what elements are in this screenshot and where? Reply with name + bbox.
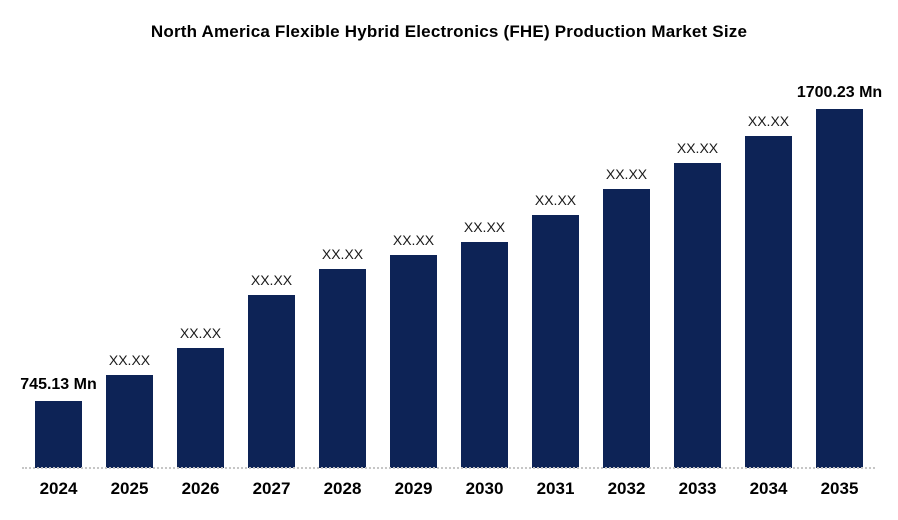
bar	[106, 375, 153, 468]
x-axis-tick-label: 2027	[252, 479, 291, 498]
x-axis-tick-label: 2032	[607, 479, 646, 498]
chart-title: North America Flexible Hybrid Electronic…	[150, 22, 748, 41]
bar	[745, 136, 792, 468]
bar-column: XX.XX	[165, 60, 236, 468]
x-axis-tick-label: 2033	[678, 479, 717, 498]
x-axis-tick-label: 2034	[749, 479, 788, 498]
bar-column: 745.13 Mn	[20, 60, 97, 468]
bar-column: XX.XX	[591, 60, 662, 468]
bar-column: XX.XX	[662, 60, 733, 468]
x-axis-tick-label: 2029	[394, 479, 433, 498]
bar	[816, 109, 863, 468]
bar-column: XX.XX	[378, 60, 449, 468]
bar-value-label: XX.XX	[747, 112, 790, 129]
bar-column: XX.XX	[236, 60, 307, 468]
bar-value-label: XX.XX	[392, 231, 435, 248]
bar-value-label: XX.XX	[676, 139, 719, 156]
plot-area: 745.13 Mn XX.XX XX.XX XX.XX XX.XX XX.XX XX.XX X…	[20, 60, 882, 468]
x-axis-baseline	[22, 467, 875, 469]
bar	[390, 255, 437, 468]
bar	[248, 295, 295, 468]
x-axis-tick-label: 2028	[323, 479, 362, 498]
bar-column: XX.XX	[733, 60, 804, 468]
bar	[177, 348, 224, 468]
bar-column: XX.XX	[94, 60, 165, 468]
bar-column: 1700.23 Mn	[797, 60, 882, 468]
x-axis-tick-label: 2030	[465, 479, 504, 498]
bar	[603, 189, 650, 468]
bar	[532, 215, 579, 468]
bar-value-label: 745.13 Mn	[20, 375, 97, 393]
x-axis-tick-label: 2031	[536, 479, 575, 498]
bar-value-label: XX.XX	[605, 165, 648, 182]
bar-value-label: XX.XX	[534, 191, 577, 208]
bar-column: XX.XX	[307, 60, 378, 468]
bar	[674, 163, 721, 468]
bar	[319, 269, 366, 468]
bar-column: XX.XX	[520, 60, 591, 468]
bar-value-label: XX.XX	[250, 271, 293, 288]
bar	[35, 401, 82, 468]
bar-column: XX.XX	[449, 60, 520, 468]
bar-value-label: XX.XX	[179, 324, 222, 341]
x-axis-tick-label: 2035	[820, 479, 859, 498]
x-axis-labels: 2024 2025 2026 2027 2028 2029 2030 2031 2032 2033…	[23, 479, 875, 499]
bar-value-label: XX.XX	[463, 218, 506, 235]
x-axis-tick-label: 2024	[39, 479, 78, 498]
bar-value-label: XX.XX	[108, 351, 151, 368]
x-axis-tick-label: 2025	[110, 479, 149, 498]
bar-value-label: XX.XX	[321, 245, 364, 262]
bar-value-label: 1700.23 Mn	[796, 83, 883, 101]
x-axis-tick-label: 2026	[181, 479, 220, 498]
bar	[461, 242, 508, 468]
